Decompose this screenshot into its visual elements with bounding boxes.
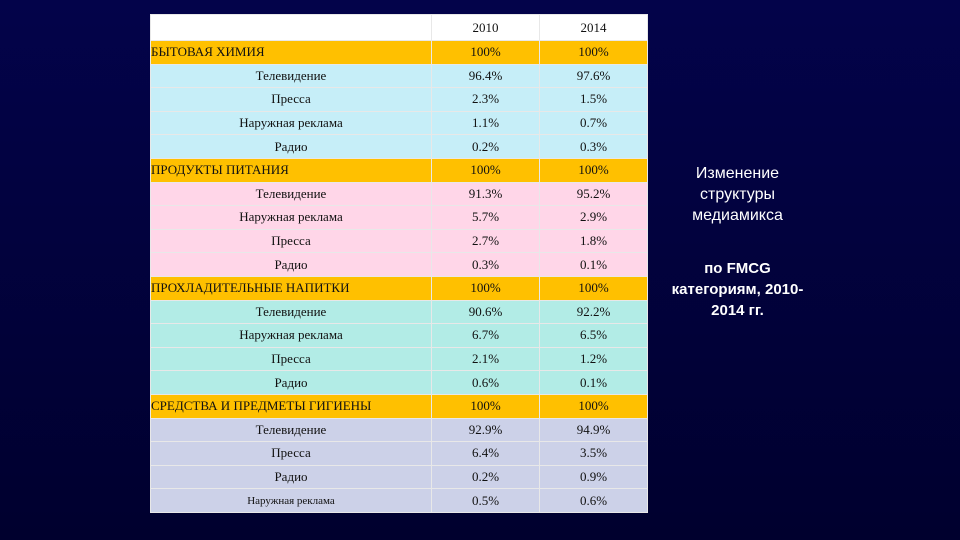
item-value: 6.5% (539, 323, 648, 348)
item-value: 92.9% (431, 417, 540, 443)
item-value: 0.3% (431, 252, 540, 277)
section-row: БЫТОВАЯ ХИМИЯ 100% 100% (150, 40, 648, 65)
item-value: 5.7% (431, 205, 540, 230)
section-row: ПРОХЛАДИТЕЛЬНЫЕ НАПИТКИ 100% 100% (150, 275, 648, 301)
item-row: Телевидение 92.9% 94.9% (150, 417, 648, 443)
side-subtitle: по FMCG категориям, 2010-2014 гг. (671, 260, 804, 319)
item-value: 3.5% (539, 441, 648, 466)
item-label: Радио (150, 370, 432, 395)
section-value: 100% (431, 40, 540, 65)
item-value: 91.3% (431, 181, 540, 207)
item-value: 1.1% (431, 110, 540, 136)
item-row: Радио 0.2% 0.9% (150, 464, 648, 490)
item-value: 1.2% (539, 346, 648, 372)
item-label: Наружная реклама (150, 323, 432, 348)
table-body: 2010 2014 БЫТОВАЯ ХИМИЯ 100% 100% Телевиден… (150, 14, 648, 513)
item-label: Пресса (150, 346, 432, 372)
item-row: Наружная реклама 0.5% 0.6% (150, 488, 648, 513)
side-title: Изменение структуры медиамикса (692, 165, 783, 224)
item-value: 92.2% (539, 299, 648, 325)
item-label: Радио (150, 252, 432, 277)
item-value: 0.9% (539, 464, 648, 490)
section-value: 100% (539, 393, 648, 419)
section-row: СРЕДСТВА И ПРЕДМЕТЫ ГИГИЕНЫ 100% 100% (150, 393, 648, 419)
item-label: Телевидение (150, 181, 432, 207)
item-value: 1.5% (539, 87, 648, 112)
section-title: БЫТОВАЯ ХИМИЯ (150, 40, 432, 65)
item-value: 90.6% (431, 299, 540, 325)
item-value: 97.6% (539, 63, 648, 89)
item-value: 0.6% (539, 488, 648, 513)
item-row: Пресса 2.3% 1.5% (150, 87, 648, 112)
item-value: 0.2% (431, 464, 540, 490)
item-row: Радио 0.3% 0.1% (150, 252, 648, 277)
item-label: Наружная реклама (150, 110, 432, 136)
empty-cell (150, 14, 432, 41)
item-value: 1.8% (539, 228, 648, 254)
item-row: Наружная реклама 6.7% 6.5% (150, 323, 648, 348)
item-row: Наружная реклама 1.1% 0.7% (150, 110, 648, 136)
item-row: Радио 0.6% 0.1% (150, 370, 648, 395)
section-title: СРЕДСТВА И ПРЕДМЕТЫ ГИГИЕНЫ (150, 393, 432, 419)
item-label: Пресса (150, 87, 432, 112)
item-label: Телевидение (150, 299, 432, 325)
header-cell: 2014 (539, 14, 648, 41)
section-value: 100% (431, 275, 540, 301)
item-value: 94.9% (539, 417, 648, 443)
item-row: Радио 0.2% 0.3% (150, 134, 648, 159)
item-value: 2.3% (431, 87, 540, 112)
item-row: Телевидение 90.6% 92.2% (150, 299, 648, 325)
item-value: 0.7% (539, 110, 648, 136)
item-row: Пресса 2.7% 1.8% (150, 228, 648, 254)
item-value: 2.1% (431, 346, 540, 372)
item-label: Пресса (150, 228, 432, 254)
header-row: 2010 2014 (150, 14, 648, 41)
section-row: ПРОДУКТЫ ПИТАНИЯ 100% 100% (150, 157, 648, 183)
item-value: 6.4% (431, 441, 540, 466)
header-cell: 2010 (431, 14, 540, 41)
item-label: Пресса (150, 441, 432, 466)
item-value: 0.1% (539, 252, 648, 277)
item-value: 0.1% (539, 370, 648, 395)
item-value: 0.2% (431, 134, 540, 159)
item-value: 0.5% (431, 488, 540, 513)
item-value: 0.3% (539, 134, 648, 159)
item-row: Пресса 2.1% 1.2% (150, 346, 648, 372)
item-label: Наружная реклама (150, 205, 432, 230)
item-label: Радио (150, 134, 432, 159)
item-value: 6.7% (431, 323, 540, 348)
item-label: Телевидение (150, 417, 432, 443)
item-value: 2.7% (431, 228, 540, 254)
data-table: 2010 2014 БЫТОВАЯ ХИМИЯ 100% 100% Телевиден… (150, 14, 648, 513)
section-value: 100% (431, 157, 540, 183)
section-value: 100% (539, 275, 648, 301)
item-row: Пресса 6.4% 3.5% (150, 441, 648, 466)
section-value: 100% (431, 393, 540, 419)
item-value: 96.4% (431, 63, 540, 89)
section-value: 100% (539, 157, 648, 183)
section-value: 100% (539, 40, 648, 65)
item-row: Наружная реклама 5.7% 2.9% (150, 205, 648, 230)
item-value: 0.6% (431, 370, 540, 395)
item-label: Телевидение (150, 63, 432, 89)
item-value: 95.2% (539, 181, 648, 207)
item-label: Радио (150, 464, 432, 490)
section-title: ПРОХЛАДИТЕЛЬНЫЕ НАПИТКИ (150, 275, 432, 301)
item-label: Наружная реклама (150, 488, 432, 513)
item-row: Телевидение 96.4% 97.6% (150, 63, 648, 89)
section-title: ПРОДУКТЫ ПИТАНИЯ (150, 157, 432, 183)
item-value: 2.9% (539, 205, 648, 230)
item-row: Телевидение 91.3% 95.2% (150, 181, 648, 207)
